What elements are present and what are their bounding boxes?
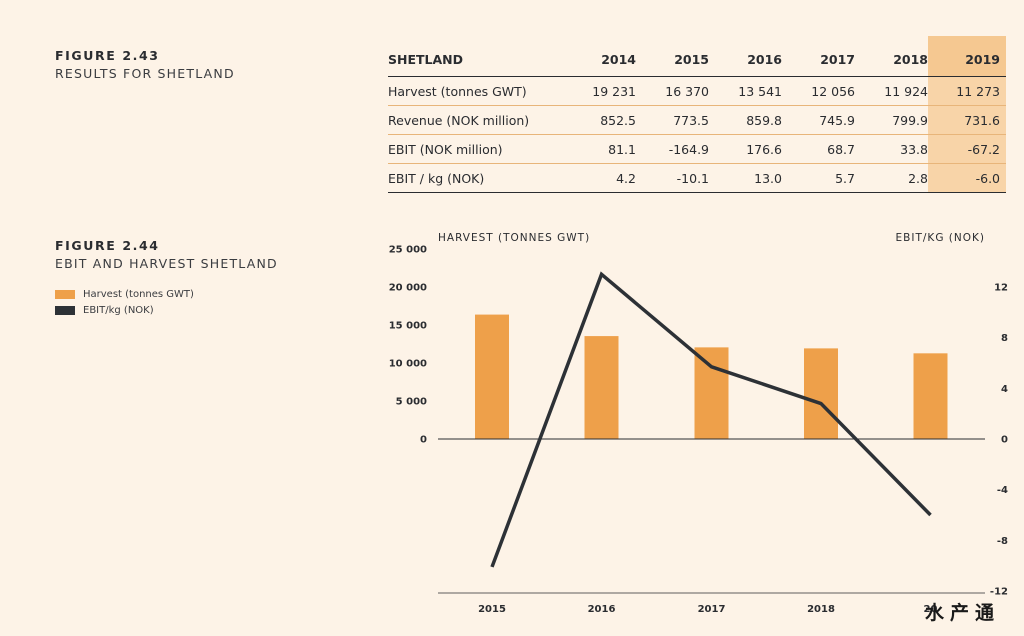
row-label: Revenue (NOK million) <box>388 105 563 135</box>
cell: 176.6 <box>709 134 782 164</box>
figure-number: FIGURE 2.43 <box>55 48 160 63</box>
results-table: SHETLAND 2014 2015 2016 2017 2018 2019 H… <box>388 36 1006 193</box>
x-tick-label: 2016 <box>588 604 616 615</box>
x-tick-label: 2015 <box>478 604 506 615</box>
row-label: EBIT (NOK million) <box>388 134 563 164</box>
figure-2-44-label: FIGURE 2.44 EBIT AND HARVEST SHETLAND <box>55 238 278 271</box>
figure-subtitle: RESULTS FOR SHETLAND <box>55 66 235 81</box>
left-tick-label: 25 000 <box>389 245 427 256</box>
cell: 19 231 <box>563 76 636 106</box>
cell-highlight: -67.2 <box>928 134 1006 164</box>
harvest-bar <box>804 348 838 439</box>
cell: 12 056 <box>782 76 855 106</box>
cell: 33.8 <box>855 134 928 164</box>
right-tick-label: -8 <box>997 536 1008 547</box>
table-row: Revenue (NOK million) 852.5 773.5 859.8 … <box>388 105 1006 135</box>
cell: 5.7 <box>782 163 855 193</box>
cell: 68.7 <box>782 134 855 164</box>
cell: 859.8 <box>709 105 782 135</box>
cell: 13.0 <box>709 163 782 193</box>
left-tick-label: 5 000 <box>396 397 427 408</box>
left-tick-label: 20 000 <box>389 283 427 294</box>
table-row: EBIT / kg (NOK) 4.2 -10.1 13.0 5.7 2.8 -… <box>388 163 1006 193</box>
cell: -164.9 <box>636 134 709 164</box>
cell: 773.5 <box>636 105 709 135</box>
year-header: 2016 <box>709 36 782 77</box>
right-axis-title: EBIT/KG (NOK) <box>896 232 985 244</box>
x-tick-label: 20 <box>924 604 938 615</box>
harvest-bar <box>475 314 509 439</box>
right-tick-label: 12 <box>994 283 1008 294</box>
harvest-bar <box>694 347 729 439</box>
legend-swatch-harvest <box>55 289 75 299</box>
watermark-text: 水产通 <box>925 602 1001 624</box>
right-tick-label: 8 <box>1001 333 1008 344</box>
chart-legend: Harvest (tonnes GWT) EBIT/kg (NOK) <box>55 286 194 318</box>
right-tick-label: 4 <box>1001 384 1008 395</box>
year-header: 2014 <box>563 36 636 77</box>
harvest-bar <box>913 353 948 439</box>
right-tick-label: -12 <box>990 587 1008 598</box>
cell-highlight: 11 273 <box>928 76 1006 106</box>
row-label: Harvest (tonnes GWT) <box>388 76 563 106</box>
legend-swatch-ebit <box>55 305 75 315</box>
table-row: Harvest (tonnes GWT) 19 231 16 370 13 54… <box>388 76 1006 106</box>
left-tick-label: 0 <box>420 435 427 446</box>
cell: 799.9 <box>855 105 928 135</box>
year-header: 2018 <box>855 36 928 77</box>
table-row: EBIT (NOK million) 81.1 -164.9 176.6 68.… <box>388 134 1006 164</box>
left-axis-title: HARVEST (TONNES GWT) <box>438 232 590 244</box>
x-tick-label: 2017 <box>698 604 726 615</box>
cell: 2.8 <box>855 163 928 193</box>
year-header: 2015 <box>636 36 709 77</box>
row-label: EBIT / kg (NOK) <box>388 163 563 193</box>
cell: 4.2 <box>563 163 636 193</box>
left-tick-label: 10 000 <box>389 359 427 370</box>
right-tick-label: -4 <box>997 485 1008 496</box>
legend-item-harvest: Harvest (tonnes GWT) <box>55 286 194 302</box>
right-tick-label: 0 <box>1001 435 1008 446</box>
x-tick-label: 2018 <box>807 604 835 615</box>
cell: 13 541 <box>709 76 782 106</box>
legend-label: EBIT/kg (NOK) <box>83 304 154 316</box>
cell: 81.1 <box>563 134 636 164</box>
left-tick-label: 15 000 <box>389 321 427 332</box>
cell: 745.9 <box>782 105 855 135</box>
figure-subtitle: EBIT AND HARVEST SHETLAND <box>55 256 278 271</box>
cell: 11 924 <box>855 76 928 106</box>
legend-item-ebit: EBIT/kg (NOK) <box>55 302 194 318</box>
harvest-bar <box>584 336 619 439</box>
cell-highlight: -6.0 <box>928 163 1006 193</box>
cell-highlight: 731.6 <box>928 105 1006 135</box>
cell: 16 370 <box>636 76 709 106</box>
figure-2-43-label: FIGURE 2.43 RESULTS FOR SHETLAND <box>55 48 235 81</box>
figure-number: FIGURE 2.44 <box>55 238 160 253</box>
table-title: SHETLAND <box>388 36 563 77</box>
table-header-row: SHETLAND 2014 2015 2016 2017 2018 2019 <box>388 36 1006 77</box>
year-header-highlight: 2019 <box>928 36 1006 77</box>
legend-label: Harvest (tonnes GWT) <box>83 288 194 300</box>
cell: -10.1 <box>636 163 709 193</box>
year-header: 2017 <box>782 36 855 77</box>
cell: 852.5 <box>563 105 636 135</box>
